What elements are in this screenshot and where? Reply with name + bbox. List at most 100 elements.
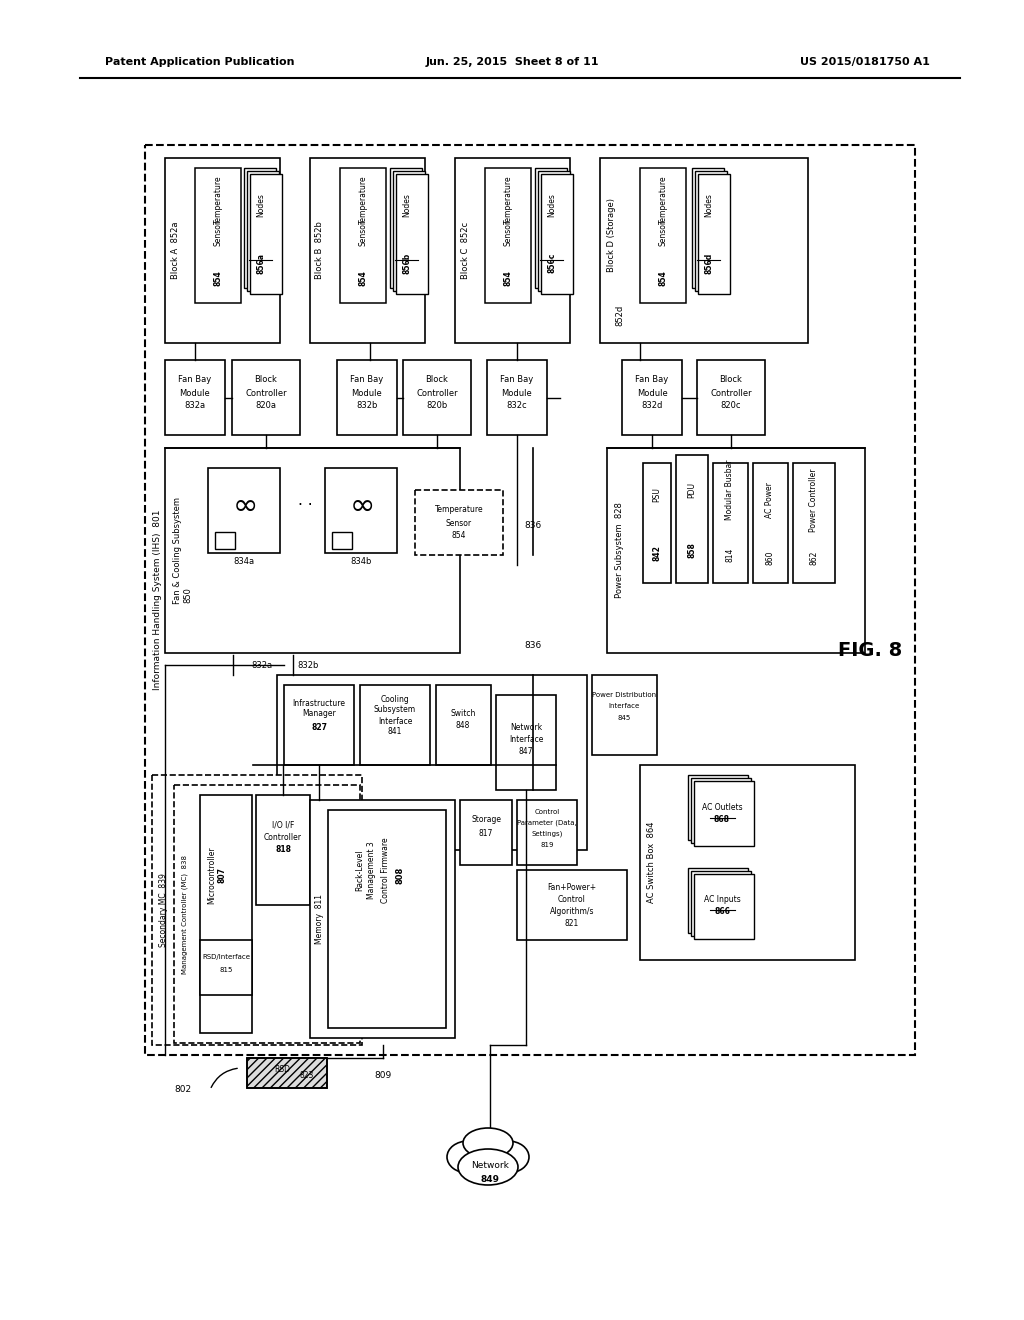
Text: 841: 841 <box>388 727 402 737</box>
Bar <box>284 685 354 766</box>
Text: 850: 850 <box>183 587 193 603</box>
Bar <box>247 1059 327 1088</box>
Text: 832a: 832a <box>184 401 206 411</box>
Text: 814: 814 <box>725 548 734 562</box>
Text: Block: Block <box>720 375 742 384</box>
Text: Interface: Interface <box>378 717 413 726</box>
Bar <box>691 871 751 936</box>
Bar <box>753 463 788 583</box>
Bar <box>165 158 280 343</box>
Text: · ·: · · <box>298 498 312 512</box>
Bar <box>332 532 352 549</box>
Text: Information Handling System (IHS)  801: Information Handling System (IHS) 801 <box>153 510 162 690</box>
Bar <box>694 781 754 846</box>
Bar <box>676 455 708 583</box>
Text: Fan Bay: Fan Bay <box>501 375 534 384</box>
Text: Controller: Controller <box>711 388 752 397</box>
Bar <box>232 360 300 436</box>
Text: 819: 819 <box>541 842 554 847</box>
Text: 862: 862 <box>810 550 818 565</box>
Bar <box>793 463 835 583</box>
Text: Cooling: Cooling <box>381 694 410 704</box>
Text: Control Firmware: Control Firmware <box>382 837 390 903</box>
Bar <box>208 469 280 553</box>
Text: Power Distribution: Power Distribution <box>592 692 656 698</box>
Bar <box>455 158 570 343</box>
Text: 836: 836 <box>524 640 542 649</box>
Text: Temperature: Temperature <box>358 176 368 224</box>
Text: AC Outlets: AC Outlets <box>701 804 742 813</box>
Text: Block: Block <box>426 375 449 384</box>
Bar <box>328 810 446 1028</box>
Text: US 2015/0181750 A1: US 2015/0181750 A1 <box>800 57 930 67</box>
Text: Patent Application Publication: Patent Application Publication <box>105 57 295 67</box>
Bar <box>256 795 310 906</box>
Bar <box>174 785 360 1043</box>
Bar <box>640 766 855 960</box>
Bar <box>200 940 252 995</box>
Text: Sensor: Sensor <box>658 220 668 246</box>
Text: 820b: 820b <box>426 401 447 411</box>
Text: 856a: 856a <box>256 252 265 273</box>
Text: Nodes: Nodes <box>256 193 265 216</box>
Text: 848: 848 <box>456 722 470 730</box>
Text: 817: 817 <box>479 829 494 837</box>
Bar <box>145 145 915 1055</box>
Bar <box>250 174 282 294</box>
Ellipse shape <box>463 1129 513 1158</box>
Text: $\infty$: $\infty$ <box>349 491 373 520</box>
Text: Power Controller: Power Controller <box>810 469 818 532</box>
Text: 845: 845 <box>617 715 631 721</box>
Bar <box>360 685 430 766</box>
Text: 802: 802 <box>174 1085 191 1094</box>
Bar <box>592 675 657 755</box>
Text: 821: 821 <box>565 920 580 928</box>
Bar <box>607 447 865 653</box>
Bar <box>247 172 279 290</box>
Text: Block B  852b: Block B 852b <box>315 220 325 279</box>
Text: FIG. 8: FIG. 8 <box>838 640 902 660</box>
Text: 849: 849 <box>480 1175 500 1184</box>
Text: Manager: Manager <box>302 710 336 718</box>
Bar <box>713 463 748 583</box>
Bar <box>278 675 587 850</box>
Bar <box>247 1059 327 1088</box>
Text: Subsystem: Subsystem <box>374 705 416 714</box>
Text: 854: 854 <box>658 271 668 286</box>
Text: I/O I/F: I/O I/F <box>271 821 294 829</box>
Bar <box>165 360 225 436</box>
Text: Module: Module <box>351 388 382 397</box>
Text: Fan Bay: Fan Bay <box>635 375 669 384</box>
Text: 856d: 856d <box>705 252 714 273</box>
Text: Network: Network <box>471 1160 509 1170</box>
Text: RSD/Interface: RSD/Interface <box>202 954 250 960</box>
Text: $\infty$: $\infty$ <box>232 491 256 520</box>
Text: 854: 854 <box>452 532 466 540</box>
Bar <box>310 800 455 1038</box>
Bar <box>691 777 751 843</box>
Text: Fan Bay: Fan Bay <box>350 375 384 384</box>
Text: 832b: 832b <box>297 660 318 669</box>
Bar <box>396 174 428 294</box>
Text: 866: 866 <box>714 908 730 916</box>
Text: Modular Busbar: Modular Busbar <box>725 459 734 520</box>
Text: Temperature: Temperature <box>213 176 222 224</box>
Bar <box>436 685 490 766</box>
Text: Switch: Switch <box>451 710 476 718</box>
Text: Controller: Controller <box>245 388 287 397</box>
Text: 832b: 832b <box>356 401 378 411</box>
Text: Power Subsystem  828: Power Subsystem 828 <box>614 502 624 598</box>
Text: Nodes: Nodes <box>548 193 556 216</box>
Text: 834b: 834b <box>350 557 372 565</box>
Text: Temperature: Temperature <box>658 176 668 224</box>
Bar <box>460 800 512 865</box>
Bar <box>310 158 425 343</box>
Text: 868: 868 <box>714 816 730 825</box>
Text: 842: 842 <box>652 545 662 561</box>
Text: Infrastructure: Infrastructure <box>293 698 345 708</box>
Text: Module: Module <box>179 388 210 397</box>
Text: Interface: Interface <box>608 704 640 709</box>
Text: Network: Network <box>510 723 542 733</box>
Text: 858: 858 <box>687 543 696 558</box>
Text: Module: Module <box>502 388 532 397</box>
